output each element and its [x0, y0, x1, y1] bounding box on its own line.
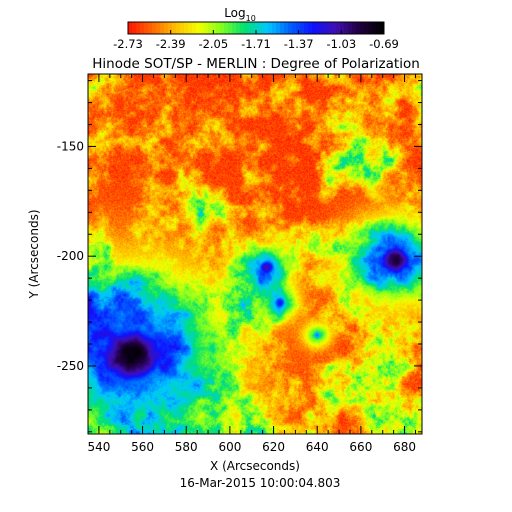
colorbar-segment — [136, 22, 141, 34]
colorbar-segment — [212, 22, 217, 34]
colorbar-segment — [176, 22, 181, 34]
colorbar-segment — [328, 22, 333, 34]
colorbar-segment — [160, 22, 165, 34]
y-axis-label: Y (Arcseconds) — [27, 209, 41, 299]
colorbar-segment — [196, 22, 201, 34]
colorbar-segment — [232, 22, 237, 34]
colorbar-tick-label: -0.69 — [369, 37, 399, 51]
x-tick-label: 620 — [262, 440, 285, 454]
colorbar-segment — [128, 22, 133, 34]
colorbar-segment — [332, 22, 337, 34]
colorbar-segment — [320, 22, 325, 34]
colorbar-segment — [168, 22, 173, 34]
colorbar-segment — [188, 22, 193, 34]
colorbar-segment — [280, 22, 285, 34]
colorbar-segment — [220, 22, 225, 34]
colorbar-tick-label: -1.71 — [241, 37, 271, 51]
colorbar-segment — [368, 22, 373, 34]
colorbar-segment — [352, 22, 357, 34]
colorbar-strip — [128, 22, 385, 34]
polarization-map — [88, 74, 422, 434]
colorbar-segment — [292, 22, 297, 34]
colorbar-segment — [200, 22, 205, 34]
colorbar: Log10 -2.73 -2.39 -2.05 -1.71 -1.37 -1.03 -0.6… — [113, 6, 399, 51]
colorbar-tick-label: -1.03 — [326, 37, 356, 51]
colorbar-segment — [224, 22, 229, 34]
colorbar-segment — [240, 22, 245, 34]
colorbar-segment — [284, 22, 289, 34]
colorbar-segment — [248, 22, 253, 34]
colorbar-segment — [304, 22, 309, 34]
colorbar-tick-label: -2.05 — [198, 37, 228, 51]
x-tick-label: 580 — [175, 440, 198, 454]
x-axis-label: X (Arcseconds) — [210, 459, 300, 473]
colorbar-segment — [264, 22, 269, 34]
timestamp: 16-Mar-2015 10:00:04.803 — [180, 476, 341, 490]
colorbar-segment — [288, 22, 293, 34]
colorbar-segment — [148, 22, 153, 34]
colorbar-segment — [140, 22, 145, 34]
colorbar-segment — [324, 22, 329, 34]
colorbar-segment — [364, 22, 369, 34]
x-tick-label: 560 — [131, 440, 154, 454]
x-tick-label: 640 — [306, 440, 329, 454]
y-tick-label: -250 — [57, 359, 84, 373]
plot-frame — [87, 73, 423, 435]
colorbar-segment — [180, 22, 185, 34]
y-tick-label: -150 — [57, 139, 84, 153]
colorbar-segment — [260, 22, 265, 34]
colorbar-segment — [156, 22, 161, 34]
colorbar-segment — [380, 22, 385, 34]
colorbar-segment — [164, 22, 169, 34]
colorbar-segment — [360, 22, 365, 34]
colorbar-tick-label: -2.73 — [113, 37, 143, 51]
colorbar-ticks: -2.73 -2.39 -2.05 -1.71 -1.37 -1.03 -0.69 — [113, 30, 399, 51]
colorbar-segment — [308, 22, 313, 34]
colorbar-segment — [372, 22, 377, 34]
x-tick-label: 680 — [393, 440, 416, 454]
colorbar-segment — [252, 22, 257, 34]
colorbar-segment — [192, 22, 197, 34]
colorbar-segment — [172, 22, 177, 34]
colorbar-segment — [132, 22, 137, 34]
colorbar-segment — [244, 22, 249, 34]
colorbar-segment — [356, 22, 361, 34]
y-axis: -150 -200 -250 — [57, 80, 422, 433]
colorbar-label: Log10 — [224, 6, 256, 23]
colorbar-segment — [272, 22, 277, 34]
colorbar-segment — [316, 22, 321, 34]
colorbar-segment — [184, 22, 189, 34]
colorbar-tick-label: -1.37 — [284, 37, 314, 51]
colorbar-segment — [208, 22, 213, 34]
colorbar-segment — [236, 22, 241, 34]
colorbar-segment — [296, 22, 301, 34]
colorbar-tick-label: -2.39 — [156, 37, 186, 51]
colorbar-segment — [216, 22, 221, 34]
colorbar-segment — [276, 22, 281, 34]
colorbar-segment — [336, 22, 341, 34]
y-tick-label: -200 — [57, 249, 84, 263]
colorbar-segment — [300, 22, 305, 34]
colorbar-segment — [376, 22, 381, 34]
x-tick-label: 540 — [87, 440, 110, 454]
colorbar-segment — [348, 22, 353, 34]
colorbar-segment — [204, 22, 209, 34]
colorbar-segment — [312, 22, 317, 34]
colorbar-segment — [340, 22, 345, 34]
colorbar-segment — [344, 22, 349, 34]
colorbar-segment — [256, 22, 261, 34]
x-tick-label: 600 — [218, 440, 241, 454]
x-axis: 540 560 580 600 620 640 660 680 — [87, 74, 416, 454]
chart-title: Hinode SOT/SP - MERLIN : Degree of Polar… — [92, 56, 420, 72]
colorbar-segment — [152, 22, 157, 34]
colorbar-segment — [228, 22, 233, 34]
colorbar-segment — [268, 22, 273, 34]
x-tick-label: 660 — [349, 440, 372, 454]
colorbar-segment — [144, 22, 149, 34]
